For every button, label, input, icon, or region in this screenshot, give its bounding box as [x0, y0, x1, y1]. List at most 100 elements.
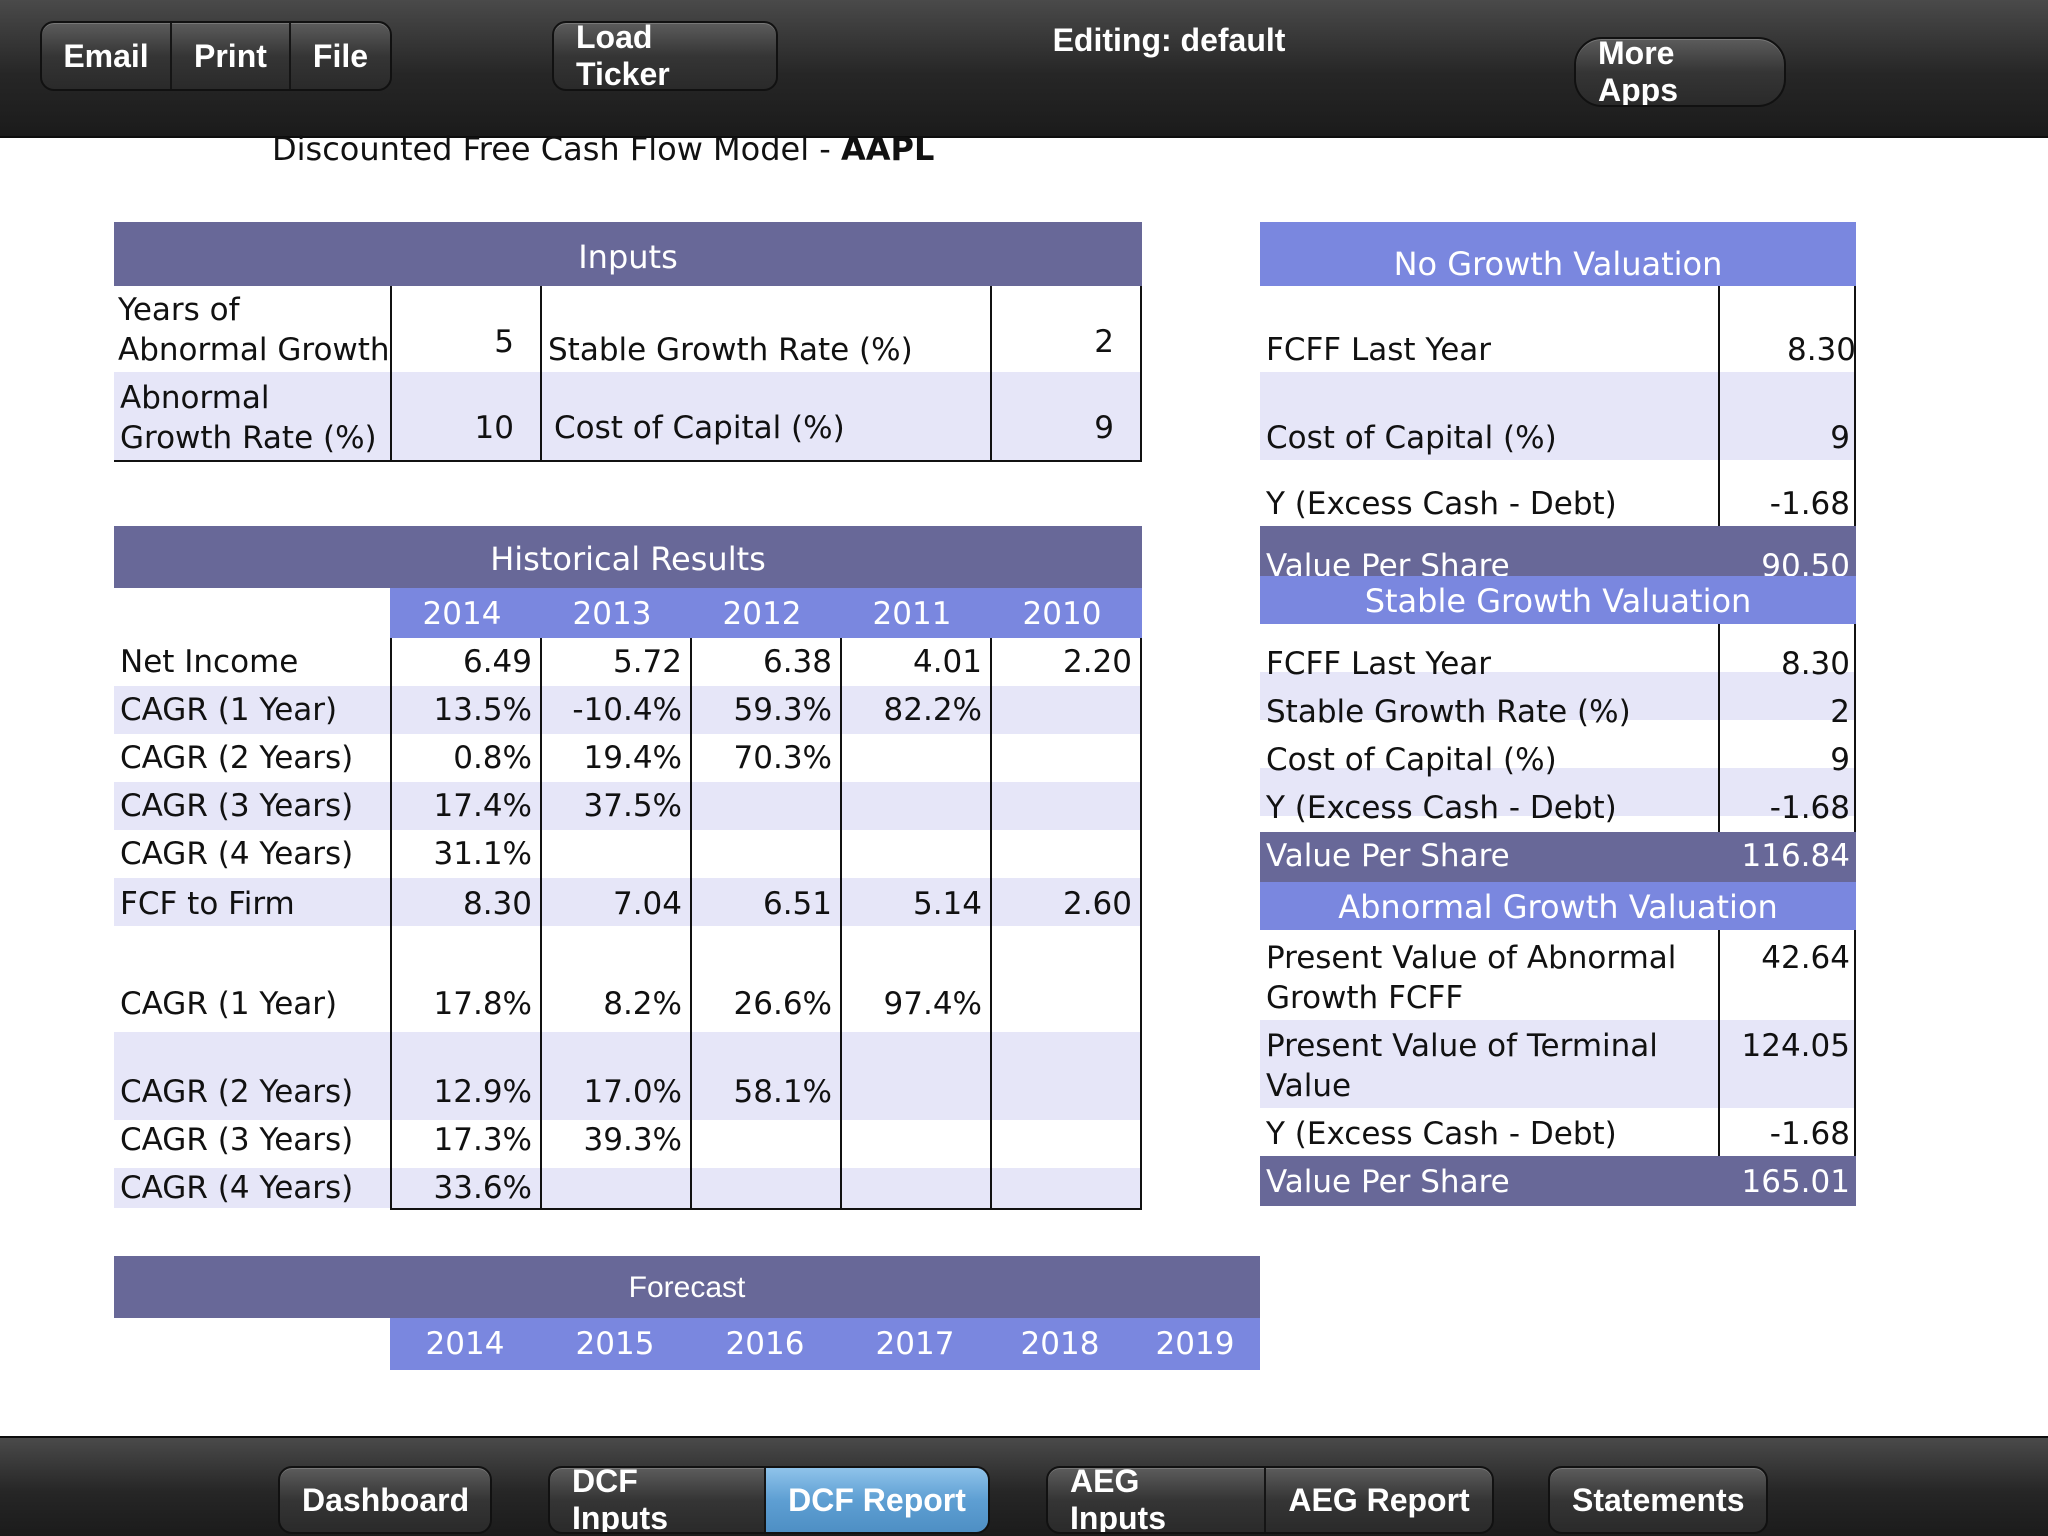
divider [390, 638, 392, 1210]
divider [1140, 286, 1142, 462]
sg-y-label: Y (Excess Cash - Debt) [1266, 790, 1617, 826]
ag-y-value: -1.68 [1769, 1116, 1850, 1152]
statements-group: Statements [1548, 1466, 1768, 1534]
divider [990, 638, 992, 1210]
divider [1854, 286, 1856, 526]
dashboard-group: Dashboard [278, 1466, 492, 1534]
forecast-header-label: Forecast [628, 1271, 746, 1304]
row-label: CAGR (3 Years) [120, 788, 354, 824]
more-apps-button[interactable]: More Apps [1598, 37, 1678, 107]
table-cell: 17.3% [433, 1122, 532, 1158]
share-button-group: Email Print File [40, 21, 392, 91]
sg-vps-value: 116.84 [1741, 838, 1850, 874]
table-cell: 8.2% [603, 986, 682, 1022]
row-label: CAGR (1 Year) [120, 986, 338, 1022]
historical-year-header: 2012 [722, 596, 802, 632]
tab-statements[interactable]: Statements [1572, 1481, 1745, 1518]
row-label: CAGR (2 Years) [120, 740, 354, 776]
inputs-panel: Inputs Years of Abnormal Growth 5 Stable… [114, 222, 1142, 462]
table-cell: 97.4% [883, 986, 982, 1022]
ng-fcff-label: FCFF Last Year [1266, 332, 1492, 368]
table-cell: 5.14 [912, 886, 982, 922]
forecast-year-header: 2017 [875, 1326, 955, 1362]
row-label: CAGR (4 Years) [120, 1170, 354, 1206]
ag-pv-abnormal-value: 42.64 [1761, 940, 1850, 976]
ag-pv-terminal-value: 124.05 [1741, 1028, 1850, 1064]
table-cell: 26.6% [733, 986, 832, 1022]
ag-pv-abnormal-label-2: Growth FCFF [1266, 980, 1464, 1016]
load-ticker-group: Load Ticker [552, 21, 778, 91]
table-cell: 37.5% [583, 788, 682, 824]
ag-pv-terminal-label-2: Value [1266, 1068, 1352, 1104]
forecast-year-header: 2014 [425, 1326, 505, 1362]
table-cell: 4.01 [912, 644, 982, 680]
row-label: CAGR (2 Years) [120, 1074, 354, 1110]
table-row-bg [114, 782, 1142, 830]
abnormal-rate-value: 10 [474, 410, 514, 446]
divider [540, 638, 542, 1210]
table-cell: 0.8% [453, 740, 532, 776]
divider [690, 638, 692, 1210]
forecast-year-header: 2015 [575, 1326, 655, 1362]
table-cell: 6.38 [762, 644, 832, 680]
no-growth-header: No Growth Valuation [1260, 222, 1856, 286]
sg-vps-row [1260, 832, 1856, 882]
tab-dcf-report[interactable]: DCF Report [766, 1468, 988, 1532]
divider [540, 286, 542, 462]
abnormal-rate-label-2: Growth Rate (%) [120, 420, 377, 456]
table-cell: 33.6% [433, 1170, 532, 1206]
tab-aeg-inputs[interactable]: AEG Inputs [1048, 1468, 1267, 1532]
table-cell: 5.72 [612, 644, 682, 680]
stable-growth-value: 2 [1094, 324, 1114, 360]
table-cell: 12.9% [433, 1074, 532, 1110]
historical-years-row [390, 588, 1142, 638]
divider [1140, 638, 1142, 1210]
email-button[interactable]: Email [42, 23, 172, 89]
load-ticker-button[interactable]: Load Ticker [576, 21, 670, 91]
ng-coc-value: 9 [1830, 420, 1850, 456]
sg-fcff-value: 8.30 [1780, 646, 1850, 682]
table-cell: 39.3% [583, 1122, 682, 1158]
divider [1854, 624, 1856, 832]
table-cell: 7.04 [612, 886, 682, 922]
ag-pv-abnormal-label: Present Value of Abnormal [1266, 940, 1677, 976]
table-row-bg [114, 686, 1142, 734]
print-button[interactable]: Print [172, 23, 291, 89]
title-prefix: Discounted Free Cash Flow Model - [272, 130, 841, 168]
historical-year-header: 2011 [872, 596, 952, 632]
editing-status: Editing: default [1052, 22, 1286, 58]
inputs-row-2-bg [114, 372, 1142, 460]
ag-vps-label: Value Per Share [1266, 1164, 1510, 1200]
table-cell: 17.8% [433, 986, 532, 1022]
abnormal-growth-header-label: Abnormal Growth Valuation [1338, 888, 1778, 926]
dcf-tab-group: DCF Inputs DCF Report [548, 1466, 990, 1534]
table-cell: 58.1% [733, 1074, 832, 1110]
stable-growth-header: Stable Growth Valuation [1260, 576, 1856, 624]
table-cell: 19.4% [583, 740, 682, 776]
years-label-2: Abnormal Growth [118, 332, 390, 368]
tab-dashboard[interactable]: Dashboard [302, 1481, 470, 1518]
table-cell: 2.60 [1062, 886, 1132, 922]
years-label: Years of [118, 292, 240, 328]
table-cell: -10.4% [572, 692, 682, 728]
forecast-year-header: 2019 [1155, 1326, 1235, 1362]
tab-aeg-report[interactable]: AEG Report [1288, 1481, 1470, 1518]
ng-coc-label: Cost of Capital (%) [1266, 420, 1557, 456]
ng-fcff-value: 8.30 [1786, 332, 1856, 368]
row-label: CAGR (3 Years) [120, 1122, 354, 1158]
stable-growth-header-label: Stable Growth Valuation [1364, 582, 1752, 620]
row-label: CAGR (4 Years) [120, 836, 354, 872]
ag-vps-row [1260, 1156, 1856, 1206]
aeg-tab-group: AEG Inputs AEG Report [1046, 1466, 1494, 1534]
tab-dcf-inputs[interactable]: DCF Inputs [550, 1468, 767, 1532]
table-cell: 31.1% [433, 836, 532, 872]
table-cell: 59.3% [733, 692, 832, 728]
historical-year-header: 2010 [1022, 596, 1102, 632]
file-button[interactable]: File [312, 37, 369, 74]
abnormal-rate-label: Abnormal [120, 380, 270, 416]
historical-year-header: 2013 [572, 596, 652, 632]
table-cell: 82.2% [883, 692, 982, 728]
forecast-year-header: 2018 [1020, 1326, 1100, 1362]
table-cell: 13.5% [433, 692, 532, 728]
ag-pv-terminal-label: Present Value of Terminal [1266, 1028, 1658, 1064]
